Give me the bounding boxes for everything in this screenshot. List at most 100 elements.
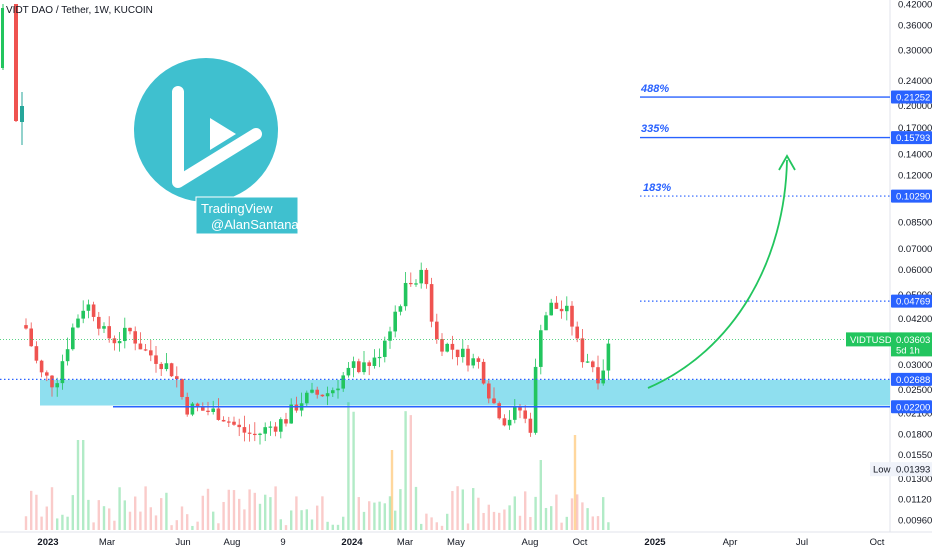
candle-body — [310, 389, 314, 393]
watermark-label-box — [195, 196, 299, 235]
volume-bar — [451, 491, 454, 530]
volume-bar — [466, 523, 470, 530]
candle-body — [185, 396, 189, 415]
price-tick-label: 0.01120 — [898, 494, 932, 505]
price-badges: 0.21252 0.15793 0.10290 0.04769 0.02688 0.022… — [846, 90, 932, 477]
candle-body — [341, 375, 345, 389]
time-tick-label: Aug — [522, 537, 539, 548]
volume-bar — [134, 496, 137, 530]
volume-bar — [482, 512, 485, 530]
volume-bar — [373, 502, 376, 530]
price-tick-label: 0.04200 — [898, 314, 932, 325]
volume-bar — [503, 509, 506, 530]
level-price-badge-text: 0.02200 — [896, 402, 930, 413]
volume-bar — [248, 489, 251, 530]
candle-body — [565, 305, 569, 312]
candle-body — [221, 419, 226, 422]
price-tick-label: 0.01300 — [898, 474, 932, 485]
candle-body — [117, 341, 122, 344]
volume-bar — [529, 517, 532, 530]
volume-bar — [581, 502, 584, 530]
volume-bar — [191, 525, 194, 530]
candle-body — [71, 327, 75, 350]
candle-body — [481, 361, 486, 384]
price-tick-label: 0.14000 — [898, 150, 932, 161]
volume-bar — [435, 522, 438, 530]
price-tick-label: 0.03000 — [898, 360, 932, 371]
candle-body — [471, 358, 475, 366]
volume-bar — [232, 490, 236, 530]
symbol-badge — [846, 332, 891, 347]
volume-bar — [560, 522, 563, 530]
volume-bar — [264, 494, 267, 530]
volume-bar — [113, 520, 116, 530]
candle-body — [513, 407, 517, 420]
price-tick-label: 0.36000 — [898, 21, 932, 32]
price-tick-label: 0.00960 — [898, 516, 932, 527]
volume-bar — [201, 495, 204, 530]
tradingview-watermark: TradingView @AlanSantana — [134, 58, 299, 235]
candle-body — [1, 8, 4, 68]
volume-bar — [394, 510, 397, 530]
candle-body — [76, 318, 80, 328]
volume-bar — [550, 506, 553, 530]
volume-bar — [446, 513, 449, 530]
level-price-badge-text: 0.02688 — [896, 375, 930, 386]
candle-body — [29, 328, 33, 347]
play-icon — [172, 86, 262, 188]
volume-bar — [71, 495, 74, 530]
volume-bar — [383, 503, 386, 530]
candle-body — [487, 383, 491, 399]
volume-bar — [144, 486, 147, 530]
volume-bar — [321, 496, 324, 530]
price-tick-label: 0.42000 — [898, 0, 932, 11]
price-axis[interactable]: 0.42000 0.36000 0.30000 0.24000 0.20000 0.170… — [898, 0, 932, 527]
volume-bar — [45, 506, 48, 530]
candle-body — [429, 284, 434, 322]
candle-body — [211, 408, 215, 412]
candle-body — [606, 343, 611, 371]
volume-bar — [300, 510, 303, 530]
price-tick-label: 0.01800 — [898, 430, 932, 441]
volume-bar — [295, 496, 298, 530]
candle-body — [149, 350, 153, 356]
candle-body — [81, 310, 85, 319]
candle-body — [107, 326, 111, 339]
volume-bar — [238, 498, 241, 530]
candle-body — [39, 360, 44, 373]
volume-bar — [139, 511, 142, 530]
candle-body — [591, 361, 595, 368]
price-tick-label: 0.07000 — [898, 244, 932, 255]
volume-layer — [24, 402, 610, 530]
candle-body — [357, 361, 361, 373]
time-axis[interactable]: 2023 Mar Jun Aug 9 2024 Mar May Aug Oct 2025 Apr Jul… — [37, 537, 884, 548]
volume-bar — [420, 523, 423, 530]
level-price-badge — [891, 131, 932, 145]
volume-bar — [570, 498, 574, 530]
level-price-badge-text: 0.04769 — [896, 297, 930, 308]
candle-body — [409, 282, 413, 285]
logo-circle — [134, 58, 278, 202]
level-percent-label: 183% — [643, 182, 671, 194]
time-tick-label: Jun — [175, 537, 190, 548]
price-levels-layer: 488% 335% 183% — [0, 83, 890, 408]
volume-bar — [40, 516, 43, 530]
candle-body — [575, 326, 579, 339]
candle-body — [580, 338, 585, 363]
volume-bar — [524, 491, 527, 530]
volume-bar — [290, 510, 293, 530]
candle-body — [424, 269, 429, 285]
candle-body — [596, 367, 600, 384]
symbol-badge-text: VIDTUSDT — [850, 335, 898, 346]
volume-bar — [217, 523, 220, 530]
candle-body — [554, 302, 559, 309]
price-tick-label: 0.30000 — [898, 45, 932, 56]
projection-arrow-head — [778, 154, 796, 171]
candle-body — [14, 4, 18, 121]
volume-bar — [258, 503, 262, 530]
volume-bar — [149, 507, 152, 530]
volume-bar — [472, 488, 475, 530]
low-label-text: Low — [873, 465, 891, 476]
candle-body — [346, 367, 351, 376]
